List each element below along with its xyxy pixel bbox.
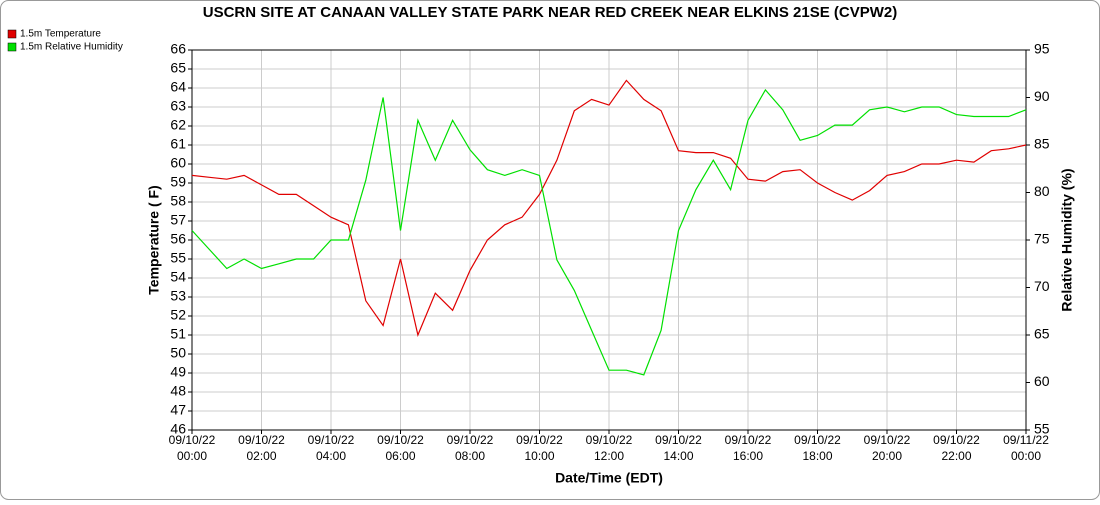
y-tick-label: 58 [170, 193, 186, 209]
x-axis-label: Date/Time (EDT) [555, 470, 663, 486]
y2-tick-label: 65 [1034, 326, 1050, 342]
y2-tick-label: 90 [1034, 88, 1050, 104]
y-tick-label: 54 [170, 269, 186, 285]
y-tick-label: 53 [170, 288, 186, 304]
y-tick-label: 52 [170, 307, 186, 323]
y-tick-label: 51 [170, 326, 186, 342]
x-tick-label: 09/10/22 08:00 [447, 433, 494, 463]
y-tick-label: 48 [170, 383, 186, 399]
x-tick-label: 09/10/22 18:00 [794, 433, 841, 463]
y2-tick-label: 80 [1034, 183, 1050, 199]
y-tick-label: 65 [170, 60, 186, 76]
chart-title: USCRN SITE AT CANAAN VALLEY STATE PARK N… [203, 4, 898, 21]
y-axis-label: Temperature ( F) [146, 185, 162, 294]
legend-swatch [7, 29, 17, 39]
x-tick-label: 09/10/22 14:00 [655, 433, 702, 463]
y-tick-label: 56 [170, 231, 186, 247]
y-tick-label: 47 [170, 402, 186, 418]
y-tick-label: 63 [170, 98, 186, 114]
x-tick-label: 09/10/22 20:00 [864, 433, 911, 463]
y-tick-label: 62 [170, 117, 186, 133]
y2-tick-label: 55 [1034, 421, 1050, 437]
y2-tick-label: 95 [1034, 41, 1050, 57]
line-series [191, 88, 1027, 376]
y-tick-label: 50 [170, 345, 186, 361]
x-tick-label: 09/10/22 04:00 [308, 433, 355, 463]
x-tick-label: 09/10/22 22:00 [933, 433, 980, 463]
legend-swatch [7, 42, 17, 52]
plot-border [191, 49, 1027, 431]
y2-tick-label: 70 [1034, 278, 1050, 294]
y-tick-label: 46 [170, 421, 186, 437]
x-tick-label: 09/10/22 02:00 [238, 433, 285, 463]
x-tick-label: 09/11/22 00:00 [1003, 433, 1049, 463]
y-tick-label: 61 [170, 136, 186, 152]
y-tick-label: 55 [170, 250, 186, 266]
x-tick-label: 09/10/22 16:00 [725, 433, 772, 463]
x-tick-label: 09/10/22 06:00 [377, 433, 424, 463]
line-series [191, 79, 1027, 337]
y-tick-label: 57 [170, 212, 186, 228]
legend-label: 1.5m Temperature [20, 29, 101, 40]
y-tick-label: 66 [170, 41, 186, 57]
legend-label: 1.5m Relative Humidity [20, 42, 123, 53]
x-tick-label: 09/10/22 00:00 [169, 433, 216, 463]
x-tick-label: 09/10/22 12:00 [586, 433, 633, 463]
y-tick-label: 59 [170, 174, 186, 190]
y2-tick-label: 60 [1034, 373, 1050, 389]
y-tick-label: 60 [170, 155, 186, 171]
y-tick-label: 64 [170, 79, 186, 95]
y2-axis-label: Relative Humidity (%) [1059, 168, 1075, 311]
y2-tick-label: 85 [1034, 136, 1050, 152]
y-tick-label: 49 [170, 364, 186, 380]
x-tick-label: 09/10/22 10:00 [516, 433, 563, 463]
y2-tick-label: 75 [1034, 231, 1050, 247]
